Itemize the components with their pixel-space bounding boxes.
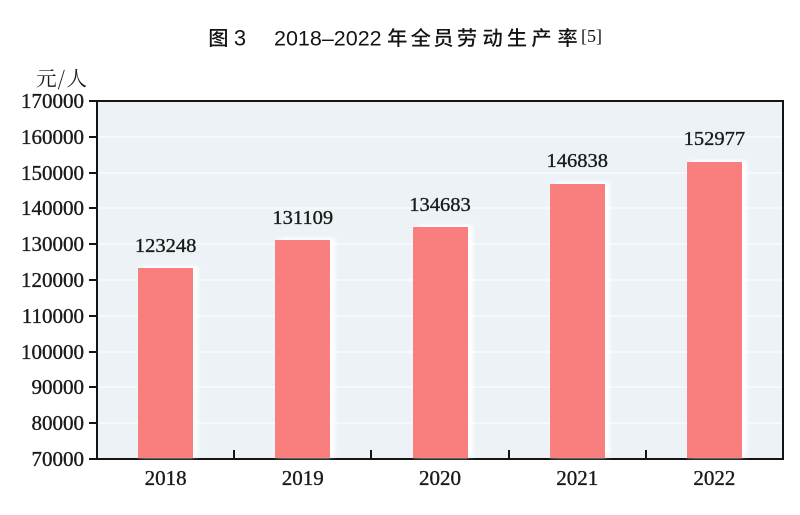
svg-text:2018–2022: 2018–2022 <box>274 27 382 51</box>
svg-text:[5]: [5] <box>581 26 602 46</box>
svg-text:3: 3 <box>234 26 246 51</box>
